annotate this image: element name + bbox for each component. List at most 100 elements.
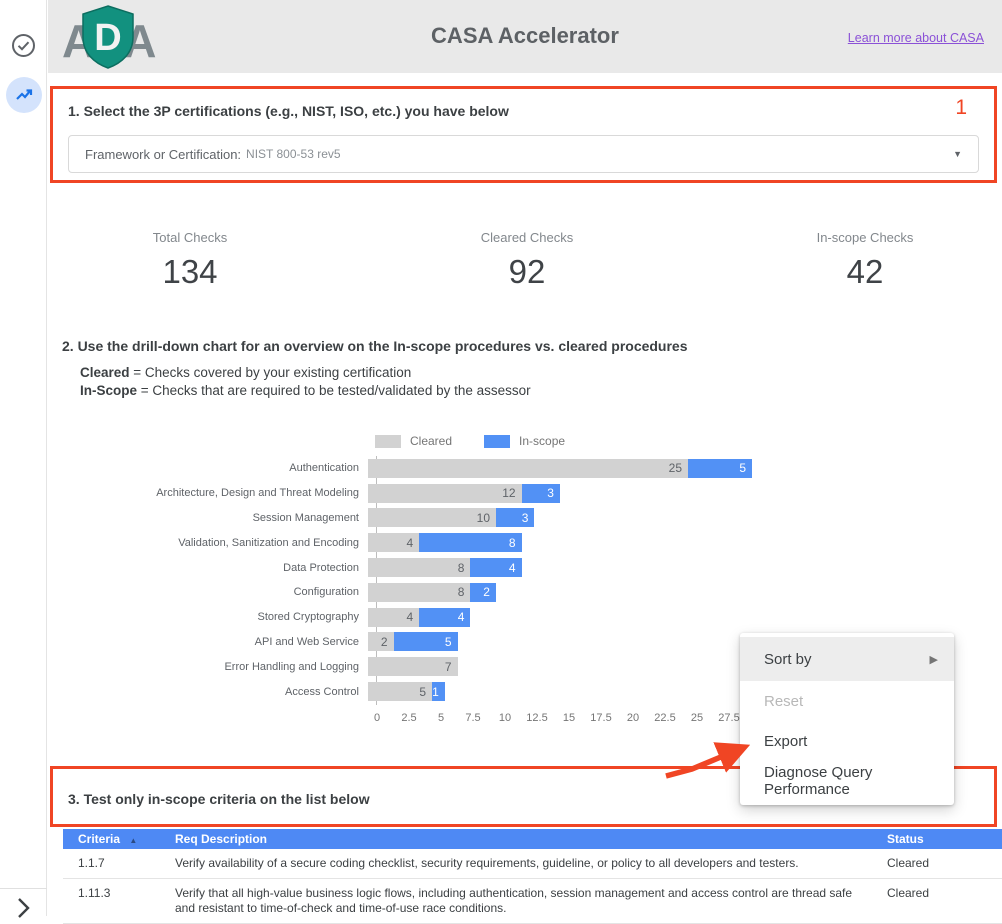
page-title: CASA Accelerator (431, 23, 619, 48)
stat-value: 92 (508, 253, 546, 290)
bar-value-inscope: 5 (739, 461, 746, 476)
bar-cleared[interactable]: 25 (368, 458, 688, 478)
bar-inscope[interactable]: 2 (470, 582, 496, 602)
step3-heading: 3. Test only in-scope criteria on the li… (68, 791, 370, 807)
x-tick-label: 12.5 (526, 712, 548, 724)
x-tick-label: 2.5 (401, 712, 417, 724)
cleared-definition: Cleared = Checks covered by your existin… (80, 365, 412, 380)
table-row[interactable]: 1.1.7 Verify availability of a secure co… (63, 849, 1002, 879)
chart-row[interactable]: Session Management 10 3 (48, 506, 1002, 531)
x-tick-label: 22.5 (654, 712, 676, 724)
category-label: Session Management (252, 511, 359, 524)
chart-row[interactable]: Authentication 25 5 (48, 456, 1002, 481)
chart-row[interactable]: API and Web Service 2 5 (48, 630, 1002, 655)
bar-inscope[interactable]: 3 (496, 508, 535, 528)
left-toolbar (0, 0, 47, 919)
bar-cleared[interactable]: 12 (368, 483, 522, 503)
chart-bars-area: Authentication 25 5 Architecture, Design an… (48, 456, 1002, 704)
chart-row[interactable]: Validation, Sanitization and Encoding 4 8 (48, 530, 1002, 555)
bar-value-inscope: 3 (547, 486, 554, 501)
column-header-req-description[interactable]: Req Description (175, 832, 268, 846)
step1-section: 1. Select the 3P certifications (e.g., N… (50, 86, 997, 183)
stat-label: In-scope Checks (816, 230, 914, 245)
x-tick-label: 27.5 (718, 712, 740, 724)
chart-row[interactable]: Architecture, Design and Threat Modeling… (48, 481, 1002, 506)
step1-heading: 1. Select the 3P certifications (e.g., N… (68, 103, 509, 119)
bar-value-cleared: 2 (380, 634, 388, 649)
table-row[interactable]: 1.11.3 Verify that all high-value busine… (63, 879, 1002, 924)
chart-row[interactable]: Access Control 5 1 (48, 679, 1002, 704)
chart-row[interactable]: Data Protection 8 4 (48, 555, 1002, 580)
category-label: Architecture, Design and Threat Modeling (156, 487, 359, 500)
x-tick-label: 17.5 (590, 712, 612, 724)
dropdown-label: Framework or Certification: (85, 146, 242, 162)
rail-divider (0, 888, 47, 889)
chevron-down-icon[interactable]: ▼ (953, 149, 962, 159)
bar-inscope[interactable]: 8 (419, 533, 522, 553)
chevron-right-icon[interactable] (11, 895, 35, 919)
bar-value-inscope: 8 (508, 535, 516, 550)
chart-row[interactable]: Error Handling and Logging 7 (48, 654, 1002, 679)
bar-cleared[interactable]: 7 (368, 657, 458, 677)
category-label: Authentication (289, 462, 359, 475)
logo-shield-icon: D (80, 5, 136, 74)
chart-row[interactable]: Configuration 8 2 (48, 580, 1002, 605)
bar-cleared[interactable]: 4 (368, 533, 420, 553)
bar-inscope[interactable]: 1 (432, 682, 445, 702)
inscope-definition: In-Scope = Checks that are required to b… (80, 382, 531, 398)
category-label: API and Web Service (254, 635, 359, 648)
bar-cleared[interactable]: 2 (368, 632, 394, 652)
legend-definitions: Cleared = Checks covered by your existin… (80, 364, 531, 399)
chart-context-menu: Sort by ▶ Reset Export Diagnose Query Pe… (740, 633, 954, 805)
stat-inscope-checks: In-scope Checks 42 (755, 230, 975, 291)
bar-inscope[interactable]: 4 (470, 558, 522, 578)
bar-inscope[interactable]: 5 (393, 632, 458, 652)
table-header-row: Criteria ▲ Req Description Status (63, 829, 1002, 849)
trend-arrow-icon (16, 89, 33, 100)
cleared-swatch (375, 434, 401, 448)
x-tick-label: 25 (690, 712, 704, 724)
bar-value-cleared: 12 (502, 486, 516, 501)
bar-cleared[interactable]: 5 (368, 682, 432, 702)
check-circle-icon[interactable] (11, 33, 36, 58)
bar-cleared[interactable]: 8 (368, 558, 471, 578)
cell-description: Verify availability of a secure coding c… (175, 856, 799, 870)
drilldown-bar-chart[interactable]: Cleared In-scope Authentication 25 5 Archit… (48, 430, 1002, 726)
stat-value: 134 (162, 253, 218, 290)
criteria-table: Criteria ▲ Req Description Status 1.1.7 … (63, 829, 1002, 924)
submenu-arrow-icon: ▶ (929, 653, 938, 666)
menu-item-sort-by[interactable]: Sort by ▶ (740, 637, 954, 681)
chart-row[interactable]: Stored Cryptography 4 4 (48, 605, 1002, 630)
menu-item-diagnose-query-performance[interactable]: Diagnose Query Performance (764, 764, 873, 798)
category-label: Access Control (285, 685, 359, 698)
bar-value-cleared: 7 (444, 659, 452, 674)
bar-cleared[interactable]: 8 (368, 582, 471, 602)
cell-criteria: 1.1.7 (78, 856, 105, 870)
legend-item-cleared: Cleared (375, 434, 452, 448)
bar-value-inscope: 3 (521, 510, 529, 525)
menu-item-export[interactable]: Export (764, 732, 808, 750)
column-header-status[interactable]: Status (887, 832, 924, 846)
bar-inscope[interactable]: 5 (688, 458, 752, 478)
cell-description: Verify that all high-value business logi… (175, 886, 853, 915)
x-tick-label: 7.5 (465, 712, 481, 724)
column-header-criteria[interactable]: Criteria ▲ (78, 832, 138, 846)
bar-cleared[interactable]: 4 (368, 607, 420, 627)
x-tick-label: 10 (498, 712, 512, 724)
bar-cleared[interactable]: 10 (368, 508, 496, 528)
certification-dropdown[interactable]: Framework or Certification: NIST 800-53 … (68, 135, 979, 173)
step2-heading: 2. Use the drill-down chart for an overv… (62, 338, 688, 354)
cell-status: Cleared (887, 856, 930, 870)
stat-cleared-checks: Cleared Checks 92 (417, 230, 637, 291)
trend-chart-icon-active[interactable] (6, 77, 42, 113)
category-label: Validation, Sanitization and Encoding (178, 536, 359, 549)
inscope-swatch (484, 434, 511, 448)
bar-value-cleared: 4 (406, 610, 414, 625)
bar-inscope[interactable]: 4 (419, 607, 471, 627)
bar-value-cleared: 8 (457, 560, 465, 575)
bar-value-cleared: 4 (406, 535, 414, 550)
bar-inscope[interactable]: 3 (521, 483, 560, 503)
x-tick-label: 5 (437, 712, 445, 724)
learn-more-link[interactable]: Learn more about CASA (847, 31, 984, 45)
sort-asc-icon: ▲ (129, 836, 138, 845)
